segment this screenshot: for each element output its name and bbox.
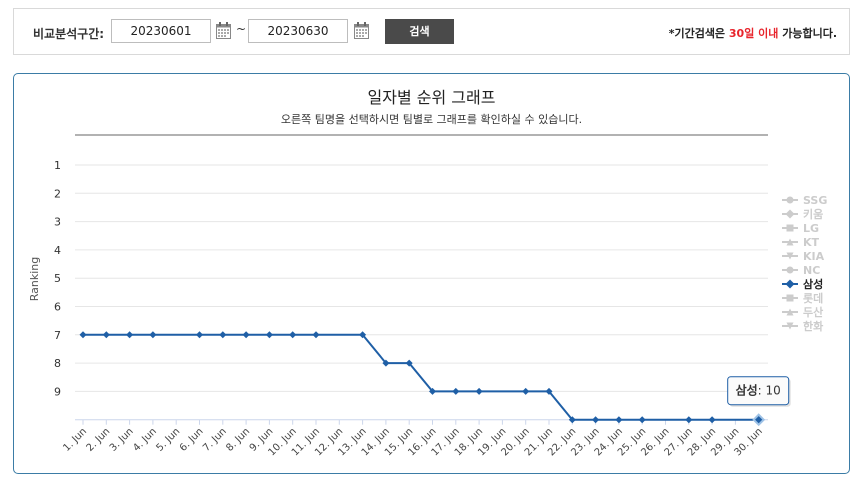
data-point[interactable] <box>452 387 460 395</box>
legend-item-삼성[interactable]: 삼성 <box>803 277 823 291</box>
legend-marker <box>786 252 794 260</box>
data-point[interactable] <box>545 387 553 395</box>
period-notice: *기간검색은 30일 이내 가능합니다. <box>668 27 837 40</box>
legend-item-키움[interactable]: 키움 <box>803 207 823 221</box>
y-tick-label: 9 <box>54 385 61 398</box>
y-tick-label: 1 <box>54 159 61 172</box>
tooltip-box <box>727 376 790 406</box>
legend-marker <box>786 196 794 204</box>
legend-marker <box>786 238 794 246</box>
range-separator: ~ <box>236 22 247 36</box>
legend-marker <box>785 209 795 219</box>
legend-marker <box>786 266 794 274</box>
data-point[interactable] <box>568 416 576 424</box>
notice-highlight: 30일 이내 <box>728 27 779 40</box>
x-tick-label: 5. Jun <box>154 426 182 454</box>
data-point[interactable] <box>708 416 716 424</box>
y-tick-label: 3 <box>54 216 61 229</box>
data-point[interactable] <box>359 331 367 339</box>
tooltip-text: 삼성: 10 <box>736 383 781 398</box>
data-point[interactable] <box>312 331 320 339</box>
data-point[interactable] <box>196 331 203 339</box>
data-point[interactable] <box>289 331 297 339</box>
legend-item-NC[interactable]: NC <box>803 264 820 277</box>
y-tick-label: 6 <box>54 301 61 314</box>
legend-marker <box>786 294 794 302</box>
x-tick-label: 1. Jun <box>61 426 89 454</box>
x-tick-label: 3. Jun <box>108 426 136 454</box>
data-point[interactable] <box>685 416 693 424</box>
legend-marker <box>786 308 794 316</box>
y-tick-label: 2 <box>54 187 61 200</box>
y-tick-label: 7 <box>54 329 61 342</box>
legend-item-한화[interactable]: 한화 <box>803 319 823 333</box>
data-point[interactable] <box>102 331 110 339</box>
data-point[interactable] <box>405 359 413 367</box>
series-line-삼성 <box>83 333 759 421</box>
data-point[interactable] <box>265 331 273 339</box>
legend-marker <box>785 279 795 289</box>
legend-item-롯데[interactable]: 롯데 <box>803 291 823 305</box>
data-point[interactable] <box>382 359 390 367</box>
data-point[interactable] <box>219 331 227 339</box>
search-bar: 비교분석구간: 20230601 ~ 20230630 검색 *기간검색은 30… <box>13 8 850 55</box>
data-point[interactable] <box>752 413 766 427</box>
data-point[interactable] <box>79 331 87 339</box>
x-tick-label: 4. Jun <box>131 426 159 454</box>
calendar-icon[interactable] <box>354 22 369 39</box>
calendar-icon[interactable] <box>216 22 231 39</box>
chart-subtitle: 오른쪽 팀명을 선택하시면 팀별로 그래프를 확인하실 수 있습니다. <box>280 113 583 126</box>
end-date-input[interactable]: 20230630 <box>248 19 348 43</box>
data-point[interactable] <box>429 387 436 395</box>
y-tick-label: 8 <box>54 357 61 370</box>
data-point[interactable] <box>592 416 600 424</box>
x-tick-label: 6. Jun <box>178 426 206 454</box>
chart-title: 일자별 순위 그래프 <box>367 88 496 107</box>
data-point[interactable] <box>475 387 483 395</box>
data-point[interactable] <box>638 416 646 424</box>
x-tick-label: 8. Jun <box>224 426 252 454</box>
legend-item-KIA[interactable]: KIA <box>803 250 825 263</box>
ranking-chart-panel: 일자별 순위 그래프 오른쪽 팀명을 선택하시면 팀별로 그래프를 확인하실 수… <box>13 73 850 474</box>
x-tick-label: 7. Jun <box>201 426 229 454</box>
data-point[interactable] <box>149 331 157 339</box>
period-label: 비교분석구간: <box>33 27 105 41</box>
start-date-input[interactable]: 20230601 <box>111 19 211 43</box>
legend-item-SSG[interactable]: SSG <box>803 194 827 207</box>
legend-marker <box>786 224 794 232</box>
legend-item-두산[interactable]: 두산 <box>803 305 823 319</box>
y-axis-title: Ranking <box>28 257 41 302</box>
legend-item-KT[interactable]: KT <box>803 236 820 249</box>
legend-marker <box>786 322 794 330</box>
legend-item-LG[interactable]: LG <box>803 222 819 235</box>
data-point[interactable] <box>242 331 250 339</box>
data-point[interactable] <box>522 387 530 395</box>
search-button[interactable]: 검색 <box>385 19 454 44</box>
data-point[interactable] <box>126 331 134 339</box>
y-tick-label: 5 <box>54 272 61 285</box>
data-point[interactable] <box>615 416 623 424</box>
y-tick-label: 4 <box>54 244 61 257</box>
x-tick-label: 2. Jun <box>85 426 113 454</box>
